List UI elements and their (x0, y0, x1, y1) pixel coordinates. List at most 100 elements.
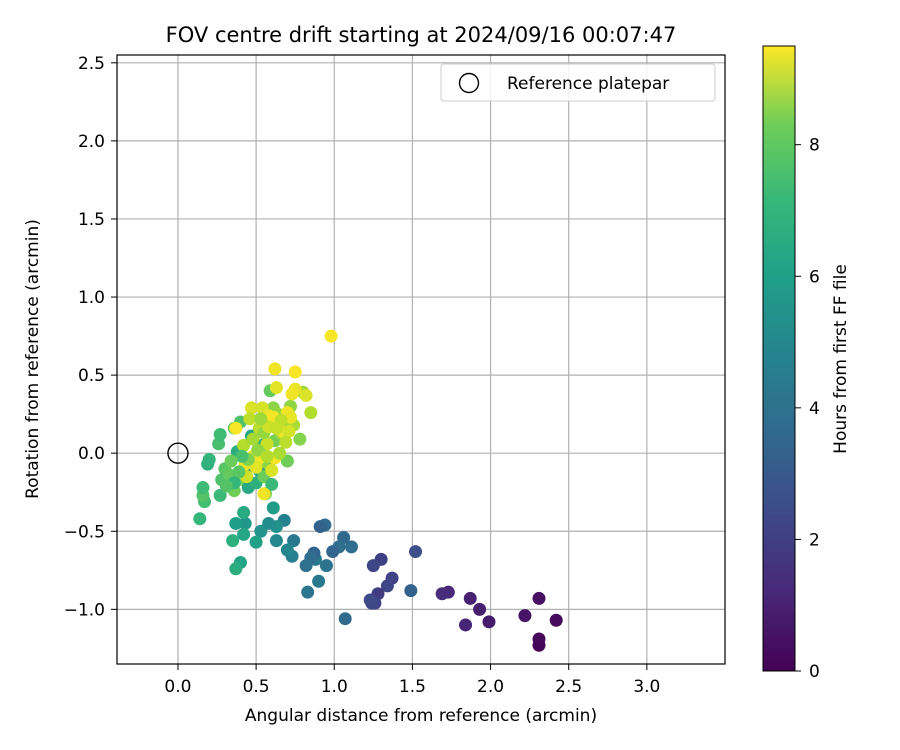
colorbar-ticks: 0 2 4 6 8 (795, 136, 820, 682)
data-point (273, 446, 287, 460)
grid (117, 55, 725, 664)
data-point (532, 591, 546, 605)
data-point (473, 602, 487, 616)
data-point (265, 477, 279, 491)
data-point (235, 449, 249, 463)
data-point (243, 412, 257, 426)
data-point (279, 435, 293, 449)
y-tick-label: 0.5 (78, 366, 105, 386)
legend-box (440, 63, 716, 102)
colorbar-tick-label: 6 (809, 267, 820, 287)
data-point (244, 401, 258, 415)
data-point (232, 465, 246, 479)
data-point (246, 432, 260, 446)
data-point (344, 540, 358, 554)
data-point (269, 534, 283, 548)
data-point (254, 412, 268, 426)
y-axis-ticks: −1.0 −0.5 0.0 0.5 1.0 1.5 2.0 2.5 (64, 54, 117, 620)
data-point (338, 612, 352, 626)
data-point (249, 535, 263, 549)
data-point (409, 545, 423, 559)
data-point (219, 479, 233, 493)
data-point (304, 406, 318, 420)
data-point (482, 615, 496, 629)
colorbar-gradient (762, 45, 796, 672)
data-point (287, 534, 301, 548)
colorbar-tick-label: 8 (809, 136, 820, 156)
x-tick-label: 1.0 (321, 677, 348, 697)
data-point (229, 562, 243, 576)
legend-entry: Reference platepar (507, 74, 669, 94)
data-point (269, 421, 283, 435)
data-points (193, 329, 563, 652)
data-point (268, 362, 282, 376)
chart-title: FOV centre drift starting at 2024/09/16 … (166, 23, 677, 47)
data-point (254, 524, 268, 538)
legend-marker (458, 72, 480, 94)
data-point (229, 421, 243, 435)
data-point (518, 609, 532, 623)
x-tick-label: 0.5 (243, 677, 270, 697)
data-point (549, 613, 563, 627)
colorbar-tick-label: 2 (809, 530, 820, 550)
data-point (288, 365, 302, 379)
data-point (299, 388, 313, 402)
y-axis-label: Rotation from reference (arcmin) (23, 219, 43, 499)
x-tick-label: 1.5 (399, 677, 426, 697)
y-tick-label: −1.0 (64, 600, 105, 620)
y-tick-label: 1.0 (78, 288, 105, 308)
y-tick-label: −0.5 (64, 522, 105, 542)
data-point (459, 618, 473, 632)
data-point (363, 593, 377, 607)
data-point (435, 587, 449, 601)
data-point (266, 501, 280, 515)
colorbar-label: Hours from first FF file (831, 264, 851, 454)
data-point (299, 559, 313, 573)
data-point (312, 574, 326, 588)
data-point (229, 516, 243, 530)
reference-point (167, 442, 189, 464)
x-tick-label: 0.0 (164, 677, 191, 697)
data-point (532, 632, 546, 646)
colorbar-tick-label: 4 (809, 399, 820, 419)
data-point (238, 516, 252, 530)
data-point (260, 437, 274, 451)
data-point (380, 579, 394, 593)
data-point (237, 506, 251, 520)
data-point (301, 585, 315, 599)
data-point (285, 387, 299, 401)
data-point (313, 520, 327, 534)
data-point (237, 438, 251, 452)
x-tick-label: 2.0 (477, 677, 504, 697)
data-point (282, 424, 296, 438)
data-point (213, 488, 227, 502)
data-point (319, 559, 333, 573)
data-point (324, 329, 338, 343)
data-point (260, 449, 274, 463)
reference-marker (167, 442, 189, 464)
colorbar: 0 2 4 6 8 Hours from first FF file (762, 45, 851, 682)
data-point (257, 487, 271, 501)
x-tick-label: 2.5 (555, 677, 582, 697)
data-point (326, 545, 340, 559)
colorbar-tick-label: 0 (809, 662, 820, 682)
plot-frame (116, 54, 726, 665)
x-tick-label: 3.0 (633, 677, 660, 697)
data-point (224, 454, 238, 468)
data-point (196, 481, 210, 495)
data-point (193, 512, 207, 526)
data-point (280, 543, 294, 557)
data-point (237, 527, 251, 541)
y-tick-label: 1.5 (78, 210, 105, 230)
data-point (251, 443, 265, 457)
x-axis-ticks: 0.0 0.5 1.0 1.5 2.0 2.5 3.0 (164, 664, 660, 697)
data-point (404, 584, 418, 598)
data-point (226, 534, 240, 548)
y-tick-label: 2.0 (78, 132, 105, 152)
data-point (213, 427, 227, 441)
data-point (463, 591, 477, 605)
y-tick-label: 0.0 (78, 444, 105, 464)
data-point (293, 432, 307, 446)
data-point (269, 381, 283, 395)
